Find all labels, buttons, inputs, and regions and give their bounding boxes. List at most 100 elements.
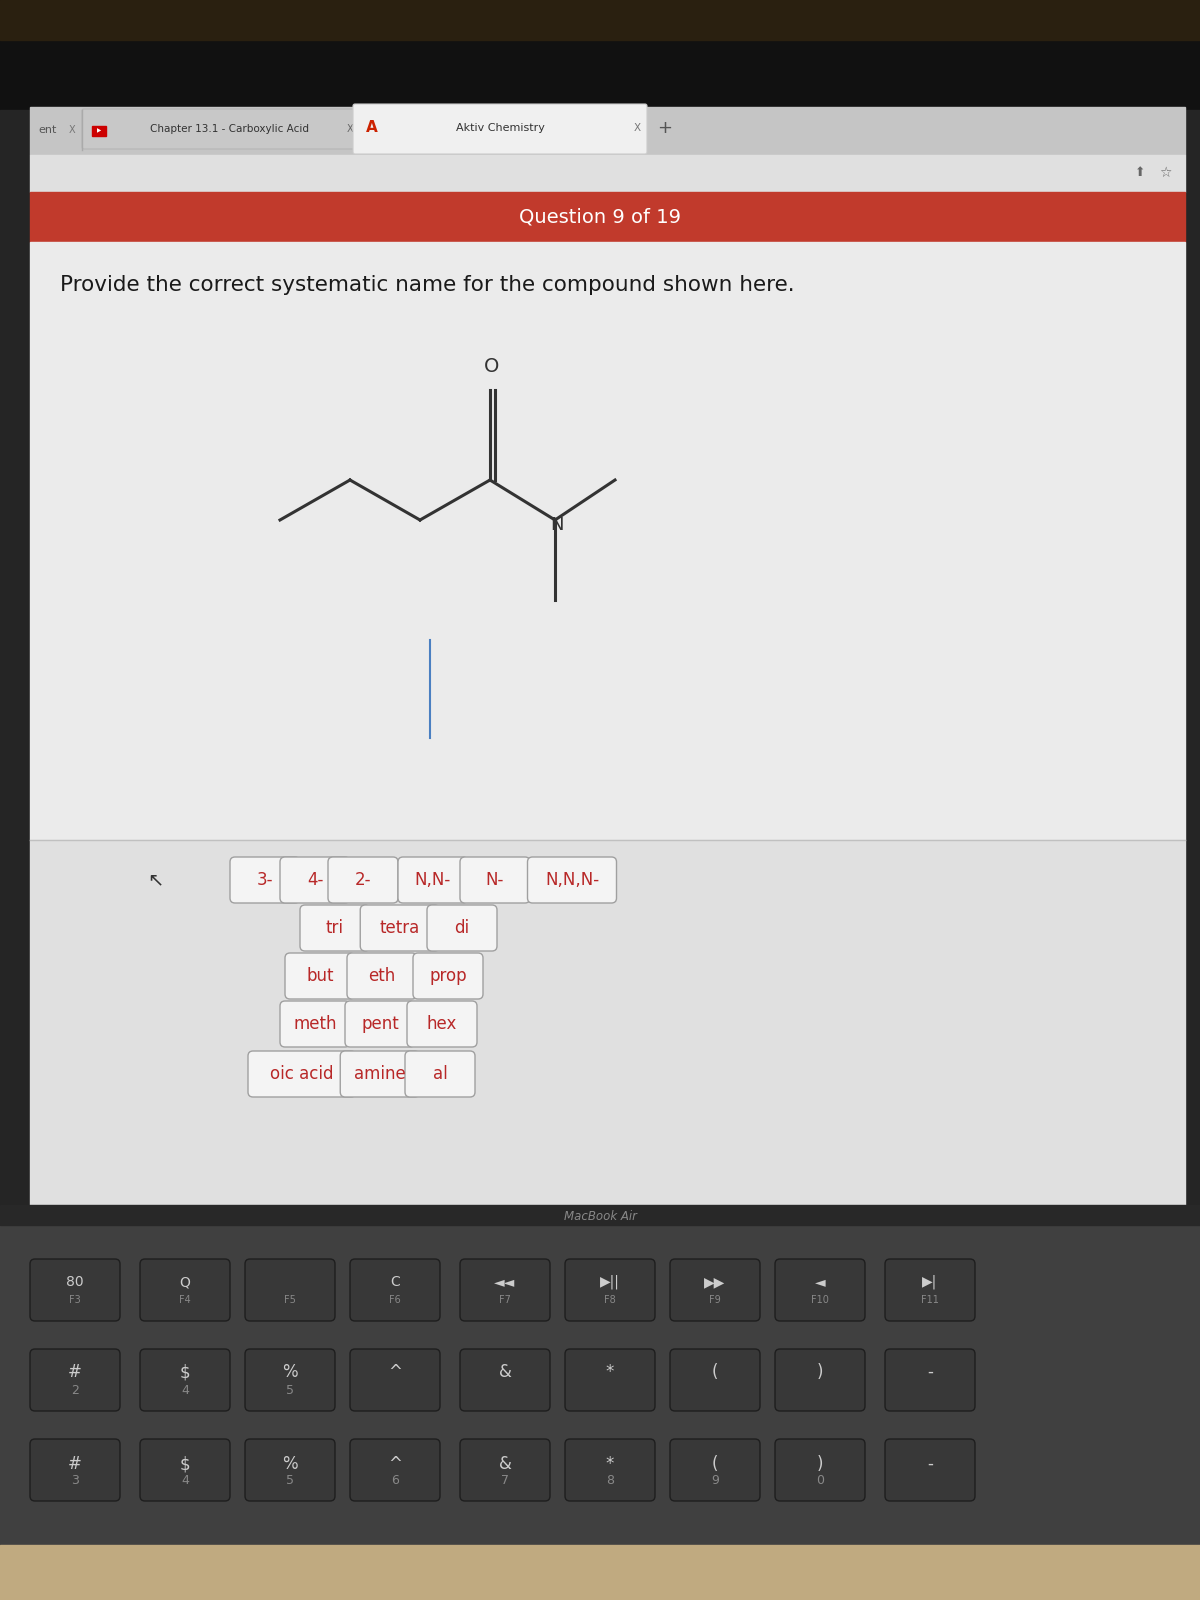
Text: 7: 7 (502, 1474, 509, 1486)
FancyBboxPatch shape (30, 1349, 120, 1411)
Text: ent: ent (38, 125, 56, 134)
Text: ☆: ☆ (1159, 166, 1171, 179)
FancyBboxPatch shape (565, 1349, 655, 1411)
Text: 2-: 2- (355, 870, 371, 890)
Text: N-: N- (486, 870, 504, 890)
Text: #: # (68, 1363, 82, 1381)
Bar (0, 110, 1200, 1219)
FancyBboxPatch shape (286, 954, 355, 998)
Text: 8: 8 (606, 1474, 614, 1486)
Text: F7: F7 (499, 1294, 511, 1306)
Text: Question 9 of 19: Question 9 of 19 (520, 208, 682, 227)
Text: Aktiv Chemistry: Aktiv Chemistry (456, 123, 545, 133)
Text: *: * (606, 1363, 614, 1381)
Text: *: * (606, 1454, 614, 1474)
FancyBboxPatch shape (140, 1259, 230, 1322)
FancyBboxPatch shape (413, 954, 482, 998)
FancyBboxPatch shape (775, 1349, 865, 1411)
FancyBboxPatch shape (245, 1259, 335, 1322)
Text: +: + (658, 118, 672, 138)
FancyBboxPatch shape (347, 954, 418, 998)
Bar (92, 126, 106, 136)
Text: F4: F4 (179, 1294, 191, 1306)
Text: ▶: ▶ (97, 128, 101, 133)
Text: $: $ (180, 1454, 191, 1474)
Text: N,N,N-: N,N,N- (545, 870, 599, 890)
Text: F10: F10 (811, 1294, 829, 1306)
Text: 80: 80 (66, 1275, 84, 1290)
Text: -: - (928, 1363, 932, 1381)
FancyBboxPatch shape (398, 858, 468, 902)
Text: 5: 5 (286, 1384, 294, 1397)
FancyBboxPatch shape (350, 1259, 440, 1322)
FancyBboxPatch shape (565, 1438, 655, 1501)
Text: 3: 3 (71, 1474, 79, 1486)
Text: al: al (433, 1066, 448, 1083)
Text: meth: meth (293, 1014, 337, 1034)
Bar (30, 242, 1186, 840)
Text: prop: prop (430, 966, 467, 986)
Bar (0, 1205, 1200, 1226)
Text: %: % (282, 1363, 298, 1381)
FancyBboxPatch shape (670, 1259, 760, 1322)
Text: -: - (928, 1454, 932, 1474)
FancyBboxPatch shape (140, 1438, 230, 1501)
Bar (0, 1226, 1200, 1600)
Text: di: di (455, 918, 469, 938)
FancyBboxPatch shape (328, 858, 398, 902)
Text: %: % (282, 1454, 298, 1474)
Text: but: but (306, 966, 334, 986)
Text: A: A (366, 120, 378, 136)
Text: eth: eth (368, 966, 396, 986)
FancyBboxPatch shape (886, 1349, 974, 1411)
Text: 4: 4 (181, 1474, 188, 1486)
FancyBboxPatch shape (346, 1002, 415, 1046)
Text: ^: ^ (388, 1363, 402, 1381)
Text: F8: F8 (604, 1294, 616, 1306)
Text: #: # (68, 1454, 82, 1474)
FancyBboxPatch shape (775, 1438, 865, 1501)
Text: 0: 0 (816, 1474, 824, 1486)
FancyBboxPatch shape (427, 906, 497, 950)
Text: 2: 2 (71, 1384, 79, 1397)
FancyBboxPatch shape (565, 1259, 655, 1322)
Text: &: & (498, 1363, 511, 1381)
Text: X: X (68, 125, 76, 134)
FancyBboxPatch shape (30, 1438, 120, 1501)
FancyBboxPatch shape (248, 1051, 356, 1098)
FancyBboxPatch shape (670, 1438, 760, 1501)
FancyBboxPatch shape (775, 1259, 865, 1322)
Bar (30, 155, 1186, 192)
Text: pent: pent (361, 1014, 398, 1034)
Text: Chapter 13.1 - Carboxylic Acid: Chapter 13.1 - Carboxylic Acid (150, 125, 310, 134)
FancyBboxPatch shape (460, 1259, 550, 1322)
FancyBboxPatch shape (528, 858, 617, 902)
Text: ↖: ↖ (146, 870, 163, 890)
Text: F6: F6 (389, 1294, 401, 1306)
FancyBboxPatch shape (300, 906, 370, 950)
Text: 4-: 4- (307, 870, 323, 890)
Text: tri: tri (326, 918, 344, 938)
Bar (30, 840, 1186, 1210)
Bar (30, 192, 1186, 242)
Text: ◄◄: ◄◄ (494, 1275, 516, 1290)
Bar (0, 1546, 1200, 1600)
FancyBboxPatch shape (82, 109, 356, 149)
Text: ▶||: ▶|| (600, 1275, 620, 1290)
Text: 4: 4 (181, 1384, 188, 1397)
Bar (0, 0, 1200, 110)
FancyBboxPatch shape (886, 1259, 974, 1322)
Bar (0, 0, 1200, 40)
Text: X: X (634, 123, 641, 133)
FancyBboxPatch shape (460, 1438, 550, 1501)
Text: ^: ^ (388, 1454, 402, 1474)
Text: F5: F5 (284, 1294, 296, 1306)
FancyBboxPatch shape (353, 104, 647, 154)
Text: 3-: 3- (257, 870, 274, 890)
Text: ▶|: ▶| (923, 1275, 937, 1290)
FancyBboxPatch shape (350, 1438, 440, 1501)
FancyBboxPatch shape (30, 1259, 120, 1322)
Text: ⬆: ⬆ (1135, 166, 1145, 179)
FancyBboxPatch shape (406, 1051, 475, 1098)
FancyBboxPatch shape (280, 858, 350, 902)
